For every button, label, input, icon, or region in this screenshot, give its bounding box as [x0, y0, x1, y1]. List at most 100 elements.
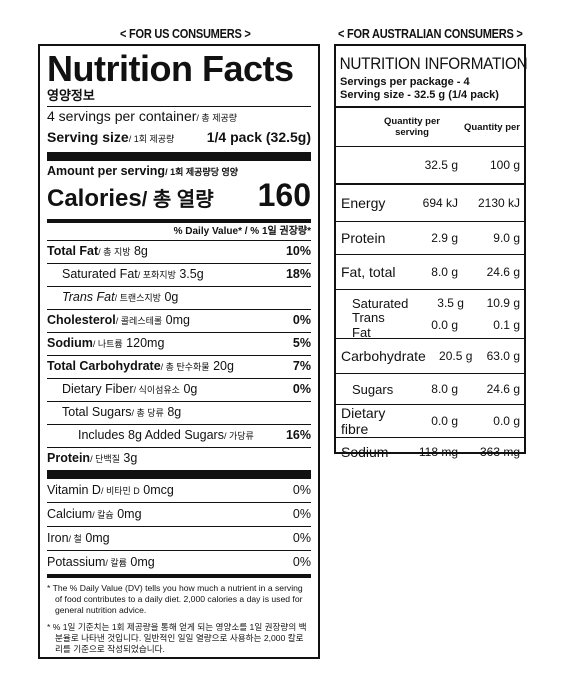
- au-row-label: Sugars: [352, 381, 394, 397]
- calories-line: Calories/ 총 열량 160: [47, 179, 311, 217]
- vitamin-ko: / 칼륨: [105, 558, 127, 568]
- au-col-100: Quantity per: [464, 121, 520, 133]
- vitamin-name: Vitamin D: [47, 483, 101, 497]
- servings-text: 4 servings per container: [47, 108, 197, 124]
- vitamin-name: Iron: [47, 531, 69, 545]
- au-row-label: Trans Fat: [352, 310, 385, 340]
- au-servings: Servings per package - 4: [340, 76, 470, 88]
- vitamin-row-vitamin-d: Vitamin D/ 비타민 D 0mcg 0%: [47, 479, 311, 502]
- servings-ko: / 총 제공량: [196, 113, 238, 123]
- vitamin-row-calcium: Calcium/ 칼슘 0mg 0%: [47, 502, 311, 526]
- nutrition-facts-title-ko: 영양정보: [47, 88, 95, 103]
- nutrient-row-protein: Protein/ 단백질 3g: [47, 447, 311, 470]
- amount-ko: / 1회 제공량당 영양: [165, 167, 239, 177]
- nutrient-ko: / 식이섬유소: [133, 385, 180, 395]
- divider: [47, 106, 311, 107]
- nutrient-amount: 120mg: [126, 336, 165, 350]
- amount-line: Amount per serving/ 1회 제공량당 영양: [47, 163, 311, 180]
- nutrient-dv: 5%: [292, 336, 311, 350]
- nutrient-ko: / 총 지방: [98, 247, 131, 257]
- au-row-per100: 10.9 g: [486, 296, 520, 310]
- nutrient-name: Sodium: [47, 336, 93, 350]
- nutrient-row-sodium: Sodium/ 나트륨 120mg 5%: [47, 332, 311, 355]
- au-row-fat-total: Fat, total 8.0 g 24.6 g: [336, 254, 524, 289]
- nutrient-row-total-carbohydrate: Total Carbohydrate/ 총 탄수화물 20g 7%: [47, 355, 311, 378]
- au-row-serving: 0.0 g: [431, 414, 458, 428]
- au-row-carbohydrate: Carbohydrate 20.5 g 63.0 g: [336, 338, 524, 373]
- nutrient-amount: 20g: [213, 359, 234, 373]
- nutrient-dv: 0%: [292, 382, 311, 396]
- nutrient-amount: 8g: [133, 244, 148, 258]
- au-row-per100: 0.0 g: [493, 414, 520, 428]
- vitamin-ko: / 비타민 D: [100, 486, 140, 496]
- nutrient-dv: 7%: [292, 359, 311, 373]
- au-heading: < FOR AUSTRALIAN CONSUMERS >: [338, 26, 523, 41]
- nutrient-row-total-fat: Total Fat/ 총 지방 8g 10%: [47, 240, 311, 263]
- serving-size-ko: / 1회 제공량: [128, 134, 175, 144]
- nutrient-name: Saturated Fat: [62, 267, 138, 281]
- us-heading: < FOR US CONSUMERS >: [120, 26, 251, 41]
- nutrient-row-added-sugars: Includes 8g Added Sugars/ 가당류 16%: [47, 424, 311, 447]
- au-row-serving: 20.5 g: [439, 349, 473, 363]
- divider: [47, 574, 311, 578]
- nutrient-ko: / 총 당류: [131, 408, 164, 418]
- au-row-per100: 0.1 g: [493, 318, 520, 332]
- nutrient-row-dietary-fiber: Dietary Fiber/ 식이섬유소 0g 0%: [47, 378, 311, 401]
- au-row-per100: 100 g: [489, 158, 520, 172]
- nutrient-dv: 18%: [285, 267, 311, 281]
- au-row-saturated: Saturated 3.5 g 10.9 g: [336, 292, 524, 314]
- au-row-serving: 694 kJ: [422, 196, 458, 210]
- nutrient-name: Total Fat: [47, 244, 99, 258]
- daily-value-header: % Daily Value* / % 1일 권장량*: [173, 226, 311, 237]
- au-row-per100: 24.6 g: [486, 265, 520, 279]
- nutrient-dv: 16%: [285, 428, 311, 442]
- au-row-per100: 9.0 g: [493, 231, 520, 245]
- nutrient-ko: / 단백질: [90, 454, 120, 464]
- au-title: NUTRITION INFORMATION: [339, 54, 528, 73]
- au-row-basis: 32.5 g 100 g: [336, 146, 524, 183]
- au-row-label: Sodium: [341, 444, 389, 460]
- nutrient-dv: 10%: [285, 244, 311, 258]
- au-row-sodium: Sodium 118 mg 363 mg: [336, 437, 524, 466]
- divider: [47, 470, 311, 479]
- vitamin-dv: 0%: [292, 555, 311, 569]
- servings-line: 4 servings per container/ 총 제공량: [47, 107, 311, 128]
- au-column-header-row: Quantity per serving Quantity per: [336, 106, 524, 146]
- nutrient-name: Cholesterol: [47, 313, 116, 327]
- au-row-serving: 8.0 g: [431, 265, 458, 279]
- serving-size-label: Serving size: [47, 129, 129, 145]
- au-rows-fat-breakdown: Saturated 3.5 g 10.9 g Trans Fat 0.0 g 0…: [336, 289, 524, 340]
- nutrient-amount: 0g: [183, 382, 198, 396]
- vitamin-row-iron: Iron/ 철 0mg 0%: [47, 526, 311, 550]
- au-row-sugars: Sugars 8.0 g 24.6 g: [336, 373, 524, 404]
- au-row-serving: 3.5 g: [437, 296, 464, 310]
- vitamin-ko: / 철: [68, 534, 82, 544]
- vitamin-name: Calcium: [47, 507, 93, 521]
- au-row-protein: Protein 2.9 g 9.0 g: [336, 221, 524, 254]
- footnotes: * The % Daily Value (DV) tells you how m…: [47, 578, 311, 655]
- nutrient-ko: / 나트륨: [92, 339, 123, 349]
- au-row-serving: 0.0 g: [431, 318, 458, 332]
- au-row-trans-fat: Trans Fat 0.0 g 0.1 g: [336, 310, 524, 340]
- amount-label: Amount per serving: [47, 164, 166, 178]
- au-row-label: Protein: [341, 230, 386, 246]
- vitamin-row-potassium: Potassium/ 칼륨 0mg 0%: [47, 550, 311, 574]
- nutrient-ko: / 가당류: [223, 431, 254, 441]
- vitamin-dv: 0%: [292, 483, 311, 497]
- vitamin-dv: 0%: [292, 507, 311, 521]
- divider: [47, 219, 311, 223]
- nutrient-name: Protein: [47, 451, 91, 465]
- nutrient-amount: 8g: [167, 405, 182, 419]
- us-nutrition-facts-panel: Nutrition Facts 영양정보 4 servings per cont…: [38, 44, 320, 659]
- nutrient-name: Total Carbohydrate: [47, 359, 161, 373]
- nutrient-amount: 3g: [123, 451, 138, 465]
- serving-size-line: Serving size/ 1회 제공량 1/4 pack (32.5g): [47, 128, 311, 149]
- nutrient-dv: 0%: [292, 313, 311, 327]
- serving-size-value: 1/4 pack (32.5g): [206, 129, 311, 145]
- nutrient-name: Includes 8g Added Sugars: [78, 428, 224, 442]
- au-row-label: Energy: [341, 195, 386, 211]
- vitamin-name: Potassium: [47, 555, 106, 569]
- au-row-per100: 24.6 g: [486, 382, 520, 396]
- au-row-label: Dietary fibre: [341, 405, 386, 437]
- au-row-per100: 63.0 g: [486, 349, 520, 363]
